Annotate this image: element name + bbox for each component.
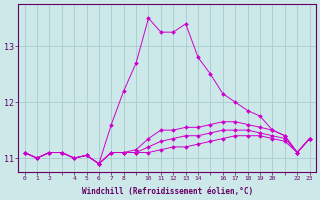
X-axis label: Windchill (Refroidissement éolien,°C): Windchill (Refroidissement éolien,°C) (82, 187, 253, 196)
